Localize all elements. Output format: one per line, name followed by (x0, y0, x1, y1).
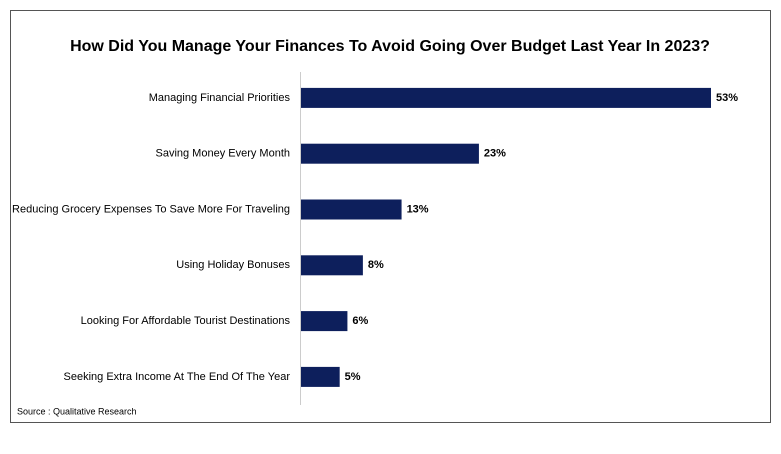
category-label: Looking For Affordable Tourist Destinati… (81, 315, 291, 327)
bar (301, 366, 340, 387)
bar (301, 87, 711, 108)
category-label: Managing Financial Priorities (149, 92, 291, 104)
source-note: Source : Qualitative Research (17, 406, 137, 416)
category-label: Seeking Extra Income At The End Of The Y… (64, 371, 291, 383)
value-label: 8% (368, 259, 384, 271)
category-label: Reducing Grocery Expenses To Save More F… (12, 203, 290, 215)
value-label: 13% (407, 203, 429, 215)
value-label: 6% (352, 315, 368, 327)
bar (301, 199, 402, 220)
bar (301, 143, 479, 164)
bar (301, 255, 363, 276)
value-label: 5% (345, 371, 361, 383)
bar (301, 311, 348, 332)
value-label: 23% (484, 148, 506, 160)
chart-title: How Did You Manage Your Finances To Avoi… (70, 38, 710, 55)
chart-frame (10, 10, 771, 423)
category-label: Using Holiday Bonuses (176, 259, 290, 271)
value-label: 53% (716, 92, 738, 104)
category-label: Saving Money Every Month (155, 148, 290, 160)
